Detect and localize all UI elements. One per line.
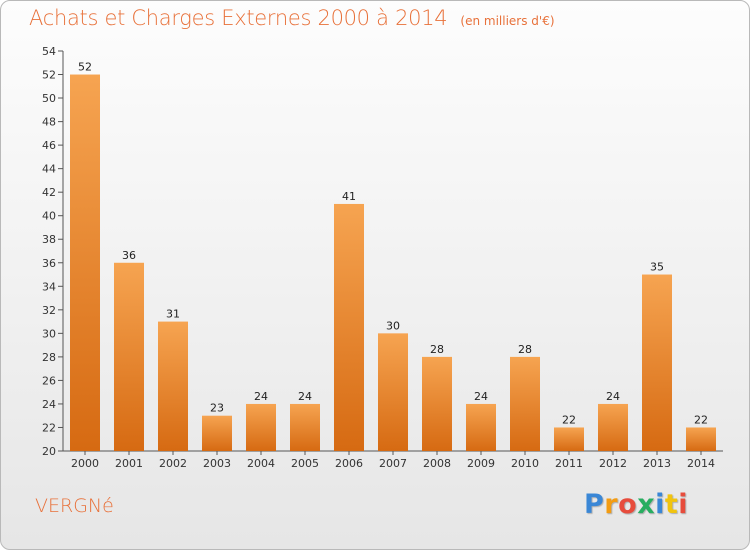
chart-title: Achats et Charges Externes 2000 à 2014 xyxy=(29,6,448,30)
y-tick-label: 26 xyxy=(42,374,56,387)
logo-letter: i xyxy=(655,489,665,520)
bar xyxy=(642,274,672,451)
bar xyxy=(466,403,496,451)
commune-name: VERGNé xyxy=(35,495,114,517)
y-tick-label: 50 xyxy=(42,92,56,105)
x-tick-label: 2001 xyxy=(115,457,143,470)
bar xyxy=(598,403,628,451)
bar-value-label: 24 xyxy=(474,390,488,403)
proxiti-logo[interactable]: Proxiti xyxy=(584,489,688,520)
bar-value-label: 24 xyxy=(298,390,312,403)
bar-value-label: 28 xyxy=(430,343,444,356)
bar xyxy=(510,356,540,451)
bar-value-label: 24 xyxy=(606,390,620,403)
y-tick-label: 30 xyxy=(42,327,56,340)
x-tick-label: 2013 xyxy=(643,457,671,470)
bar xyxy=(70,74,100,451)
bar xyxy=(686,427,716,451)
x-tick-label: 2010 xyxy=(511,457,539,470)
bar xyxy=(334,203,364,451)
y-tick-label: 54 xyxy=(42,45,56,58)
bar-value-label: 22 xyxy=(694,413,708,426)
y-tick-label: 48 xyxy=(42,116,56,129)
y-tick-label: 28 xyxy=(42,351,56,364)
logo-letter: o xyxy=(618,489,638,520)
bar-value-label: 30 xyxy=(386,319,400,332)
bar-value-label: 24 xyxy=(254,390,268,403)
bar xyxy=(246,403,276,451)
y-tick-label: 22 xyxy=(42,421,56,434)
y-tick-label: 34 xyxy=(42,280,56,293)
bar-value-label: 36 xyxy=(122,249,136,262)
x-tick-label: 2003 xyxy=(203,457,231,470)
x-tick-label: 2014 xyxy=(687,457,715,470)
bar-value-label: 22 xyxy=(562,413,576,426)
y-tick-label: 24 xyxy=(42,398,56,411)
x-tick-label: 2005 xyxy=(291,457,319,470)
bar xyxy=(158,321,188,451)
y-tick-label: 42 xyxy=(42,186,56,199)
bar xyxy=(422,356,452,451)
bar xyxy=(114,262,144,451)
y-tick-label: 40 xyxy=(42,210,56,223)
logo-letter: x xyxy=(637,489,656,520)
logo-letter: P xyxy=(584,489,605,520)
bar-value-label: 35 xyxy=(650,261,664,274)
logo-letter: i xyxy=(678,489,689,520)
bar xyxy=(290,403,320,451)
x-tick-label: 2004 xyxy=(247,457,275,470)
bar-value-label: 52 xyxy=(78,61,92,74)
x-tick-label: 2006 xyxy=(335,457,363,470)
x-tick-label: 2000 xyxy=(71,457,99,470)
x-tick-label: 2011 xyxy=(555,457,583,470)
logo-letter: t xyxy=(664,489,679,520)
bar-value-label: 28 xyxy=(518,343,532,356)
bar-value-label: 31 xyxy=(166,308,180,321)
x-tick-label: 2012 xyxy=(599,457,627,470)
x-tick-label: 2009 xyxy=(467,457,495,470)
y-tick-label: 52 xyxy=(42,69,56,82)
y-tick-label: 36 xyxy=(42,257,56,270)
bar-value-label: 41 xyxy=(342,190,356,203)
y-tick-label: 20 xyxy=(42,445,56,458)
bar-value-label: 23 xyxy=(210,402,224,415)
bar xyxy=(378,333,408,451)
x-tick-label: 2002 xyxy=(159,457,187,470)
x-tick-label: 2007 xyxy=(379,457,407,470)
y-tick-label: 44 xyxy=(42,163,56,176)
bar xyxy=(202,415,232,451)
chart-title-block: Achats et Charges Externes 2000 à 2014 (… xyxy=(29,6,555,30)
bar xyxy=(554,427,584,451)
x-tick-label: 2008 xyxy=(423,457,451,470)
y-tick-label: 32 xyxy=(42,304,56,317)
y-tick-label: 38 xyxy=(42,233,56,246)
logo-letter: r xyxy=(604,489,619,520)
chart-subtitle: (en milliers d'€) xyxy=(460,14,555,28)
y-tick-label: 46 xyxy=(42,139,56,152)
